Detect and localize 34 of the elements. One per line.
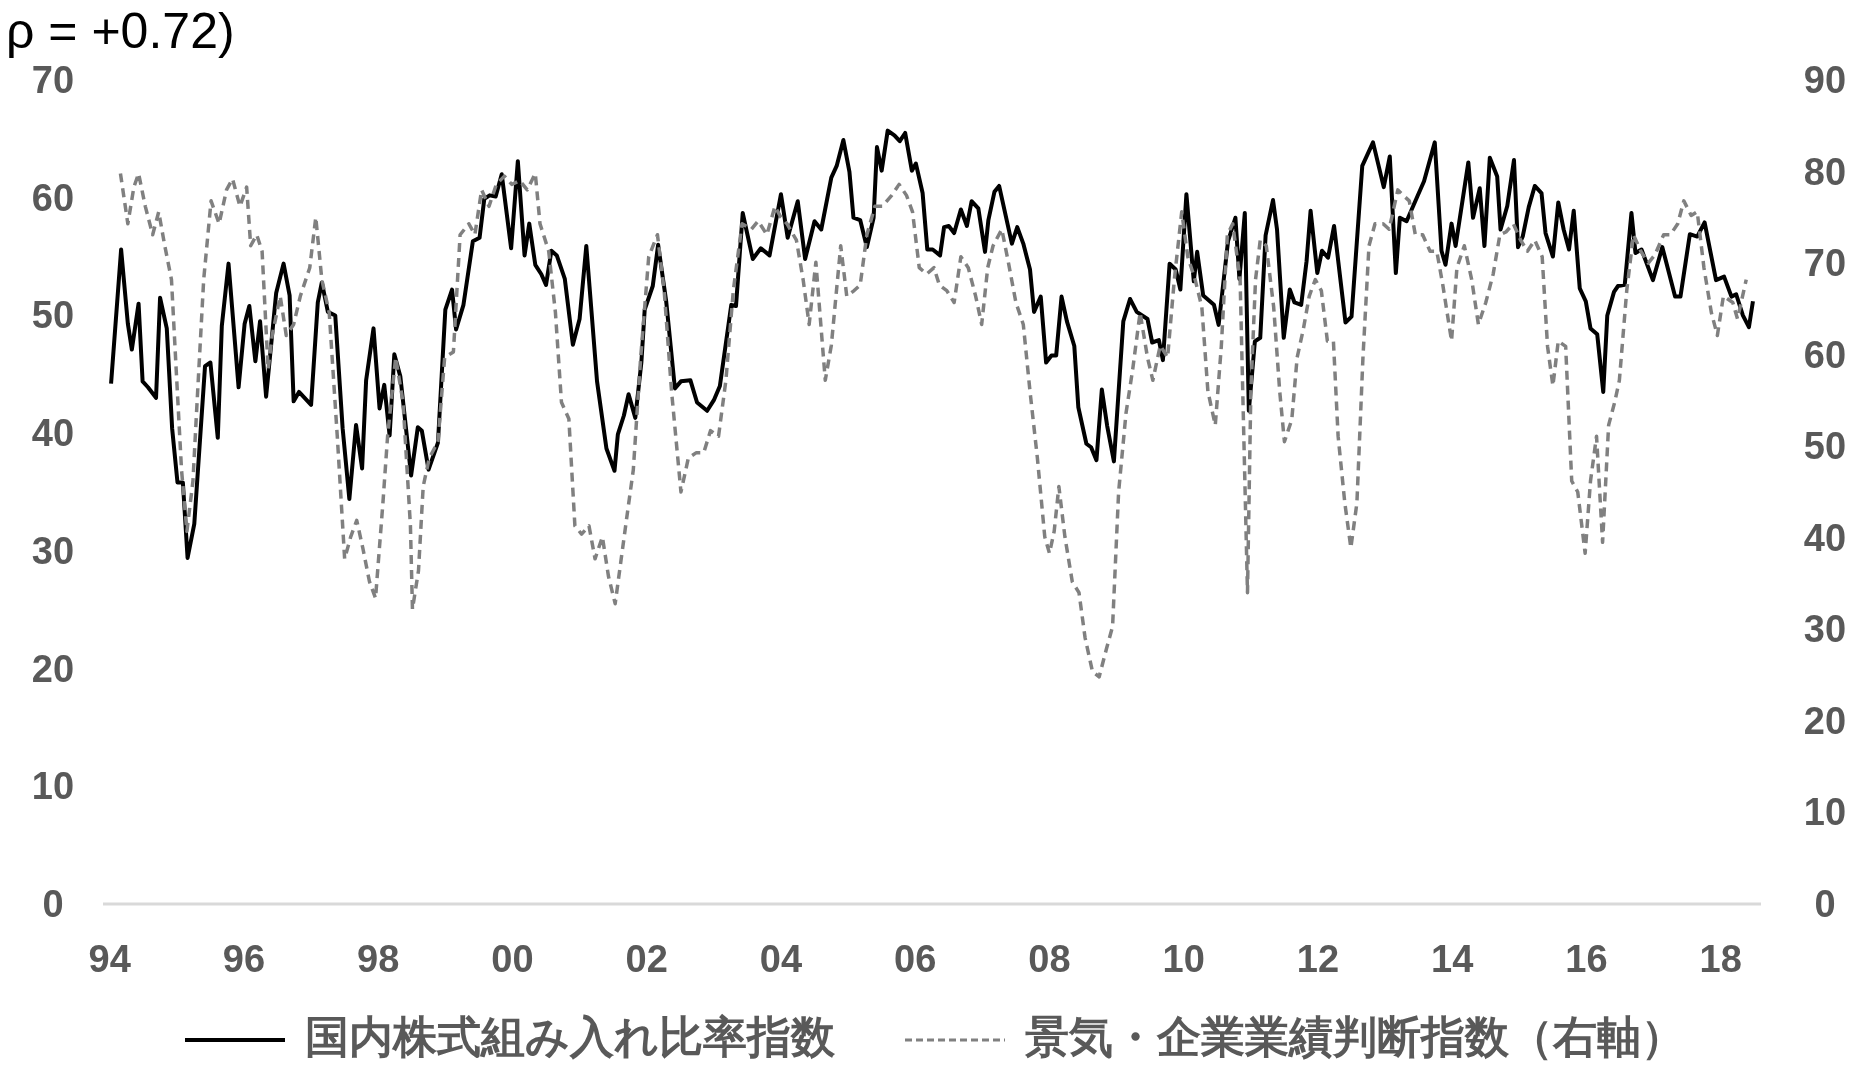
y2-tick-label: 40 [1803, 516, 1847, 559]
y2-tick-label: 30 [1803, 608, 1847, 651]
x-tick-label: 06 [894, 938, 937, 980]
x-tick-label: 10 [1162, 938, 1205, 980]
legend-label: 景気・企業業績判断指数（右軸） [1024, 1012, 1685, 1061]
y-tick-label: 40 [31, 412, 75, 455]
y2-tick-label: 10 [1803, 791, 1847, 834]
y2-tick-label: 60 [1803, 333, 1847, 376]
y2-tick-label: 90 [1803, 59, 1847, 101]
y2-tick-label: 70 [1803, 242, 1847, 285]
x-tick-label: 04 [759, 938, 803, 980]
y-tick-label: 60 [31, 176, 75, 219]
x-tick-label: 14 [1431, 938, 1474, 980]
x-tick-label: 16 [1565, 938, 1608, 980]
y2-tick-label: 80 [1803, 150, 1847, 193]
x-tick-label: 08 [1028, 938, 1071, 980]
x-tick-label: 12 [1296, 938, 1340, 980]
x-tick-label: 02 [625, 938, 668, 980]
y-tick-label: 0 [42, 883, 64, 925]
y2-tick-label: 20 [1803, 699, 1847, 742]
x-tick-label: 98 [357, 938, 400, 980]
y-tick-label: 20 [31, 647, 75, 690]
y-tick-label: 70 [31, 59, 75, 101]
legend-label: 国内株式組み入れ比率指数 [305, 1012, 836, 1061]
y-tick-label: 10 [31, 765, 75, 808]
chart-title: ρ = +0.72) [6, 3, 235, 59]
y2-tick-label: 0 [1814, 883, 1836, 925]
y-tick-label: 50 [31, 294, 75, 337]
y-tick-label: 30 [31, 529, 75, 572]
x-tick-label: 00 [491, 938, 534, 980]
x-tick-label: 94 [88, 938, 131, 980]
x-tick-label: 96 [222, 938, 266, 980]
y2-tick-label: 50 [1803, 425, 1847, 468]
x-tick-label: 18 [1699, 938, 1742, 980]
